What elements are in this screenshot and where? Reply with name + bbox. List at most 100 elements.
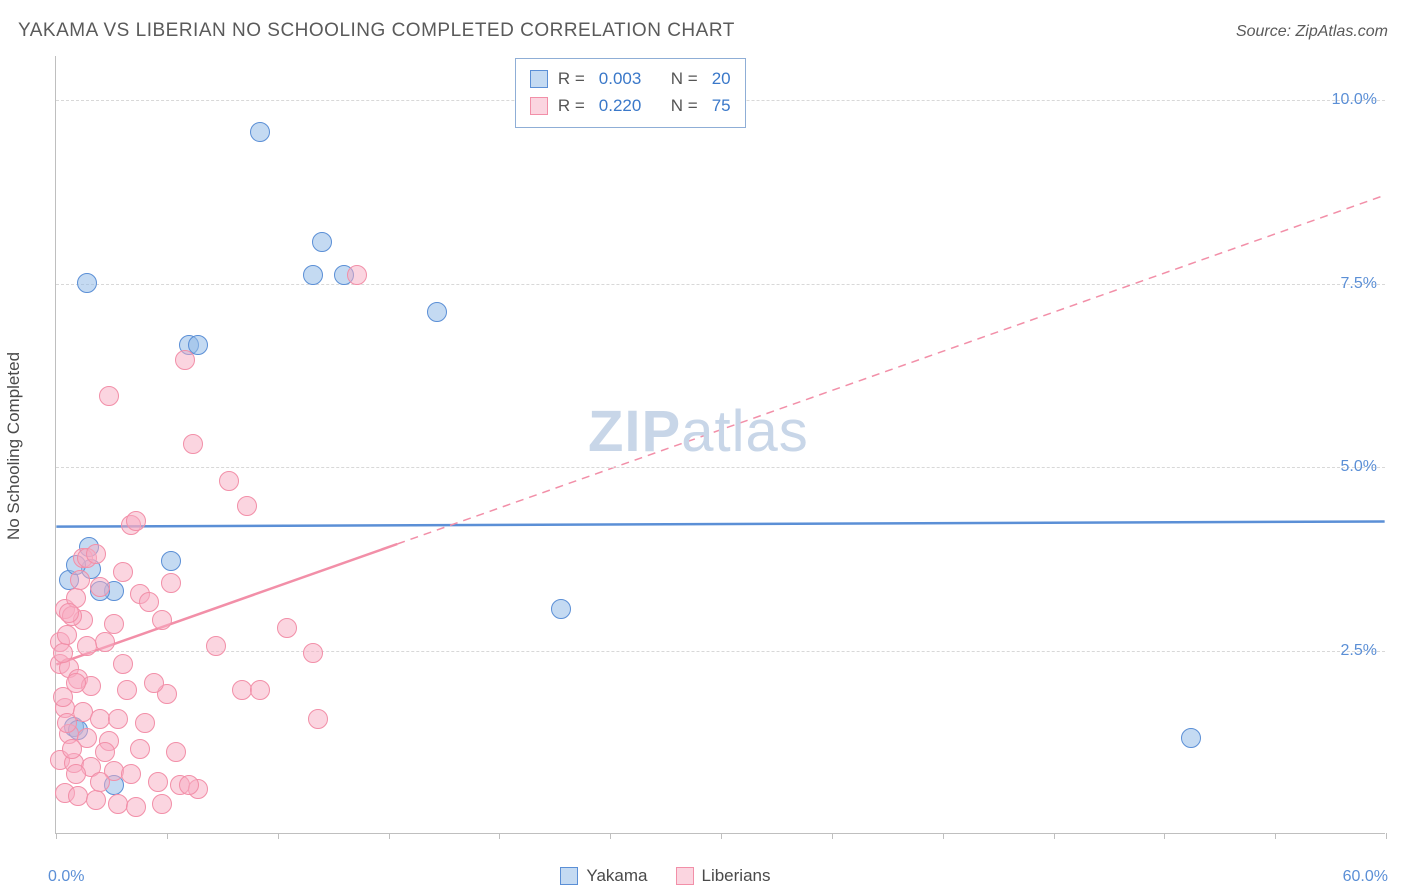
x-tick bbox=[1275, 833, 1276, 839]
legend-swatch-icon bbox=[676, 867, 694, 885]
legend-swatch-icon bbox=[560, 867, 578, 885]
chart-title: YAKAMA VS LIBERIAN NO SCHOOLING COMPLETE… bbox=[18, 20, 735, 42]
x-tick bbox=[832, 833, 833, 839]
x-tick bbox=[721, 833, 722, 839]
scatter-marker bbox=[303, 265, 323, 285]
scatter-marker bbox=[303, 643, 323, 663]
scatter-marker bbox=[551, 599, 571, 619]
scatter-marker bbox=[90, 772, 110, 792]
x-tick bbox=[943, 833, 944, 839]
legend-n-label: N = bbox=[671, 92, 698, 119]
scatter-marker bbox=[66, 673, 86, 693]
legend-swatch-icon bbox=[530, 70, 548, 88]
y-tick-label: 7.5% bbox=[1341, 275, 1377, 293]
scatter-marker bbox=[104, 614, 124, 634]
scatter-marker bbox=[277, 618, 297, 638]
scatter-marker bbox=[144, 673, 164, 693]
x-tick bbox=[56, 833, 57, 839]
legend-n-label: N = bbox=[671, 65, 698, 92]
watermark: ZIPatlas bbox=[588, 398, 809, 465]
chart-source: Source: ZipAtlas.com bbox=[1236, 23, 1388, 41]
scatter-marker bbox=[152, 794, 172, 814]
x-tick bbox=[389, 833, 390, 839]
y-tick-label: 10.0% bbox=[1332, 91, 1377, 109]
scatter-marker bbox=[108, 709, 128, 729]
x-tick bbox=[1054, 833, 1055, 839]
gridline-h bbox=[56, 467, 1385, 468]
scatter-marker bbox=[126, 511, 146, 531]
scatter-marker bbox=[183, 434, 203, 454]
gridline-h bbox=[56, 651, 1385, 652]
scatter-marker bbox=[161, 573, 181, 593]
scatter-marker bbox=[152, 610, 172, 630]
legend-r-value: 0.220 bbox=[599, 92, 642, 119]
trendline-solid bbox=[56, 521, 1384, 526]
x-tick bbox=[1164, 833, 1165, 839]
trendline-dashed bbox=[397, 195, 1384, 544]
scatter-marker bbox=[427, 302, 447, 322]
scatter-marker bbox=[77, 636, 97, 656]
scatter-marker bbox=[86, 544, 106, 564]
scatter-marker bbox=[308, 709, 328, 729]
x-max-label: 60.0% bbox=[1343, 868, 1388, 886]
scatter-marker bbox=[117, 680, 137, 700]
scatter-marker bbox=[99, 386, 119, 406]
y-tick-label: 5.0% bbox=[1341, 458, 1377, 476]
chart-header: YAKAMA VS LIBERIAN NO SCHOOLING COMPLETE… bbox=[18, 20, 1388, 42]
scatter-marker bbox=[175, 350, 195, 370]
legend-bottom-item: Yakama bbox=[560, 866, 647, 886]
legend-r-value: 0.003 bbox=[599, 65, 642, 92]
scatter-marker bbox=[219, 471, 239, 491]
x-tick bbox=[167, 833, 168, 839]
scatter-marker bbox=[59, 603, 79, 623]
scatter-marker bbox=[57, 625, 77, 645]
scatter-marker bbox=[121, 764, 141, 784]
x-tick bbox=[1386, 833, 1387, 839]
scatter-marker bbox=[68, 786, 88, 806]
scatter-marker bbox=[86, 790, 106, 810]
scatter-marker bbox=[95, 742, 115, 762]
scatter-marker bbox=[113, 562, 133, 582]
legend-n-value: 75 bbox=[712, 92, 731, 119]
legend-r-label: R = bbox=[558, 65, 585, 92]
scatter-marker bbox=[312, 232, 332, 252]
scatter-marker bbox=[148, 772, 168, 792]
legend-r-label: R = bbox=[558, 92, 585, 119]
y-tick-label: 2.5% bbox=[1341, 642, 1377, 660]
scatter-marker bbox=[77, 273, 97, 293]
scatter-marker bbox=[53, 643, 73, 663]
scatter-marker bbox=[1181, 728, 1201, 748]
scatter-marker bbox=[206, 636, 226, 656]
scatter-marker bbox=[250, 680, 270, 700]
x-tick bbox=[610, 833, 611, 839]
legend-swatch-icon bbox=[530, 97, 548, 115]
scatter-marker bbox=[161, 551, 181, 571]
scatter-marker bbox=[135, 713, 155, 733]
scatter-marker bbox=[126, 797, 146, 817]
trend-lines bbox=[56, 56, 1385, 833]
scatter-marker bbox=[113, 654, 133, 674]
scatter-marker bbox=[66, 764, 86, 784]
scatter-marker bbox=[139, 592, 159, 612]
gridline-h bbox=[56, 284, 1385, 285]
scatter-marker bbox=[179, 775, 199, 795]
scatter-marker bbox=[130, 739, 150, 759]
y-axis-label: No Schooling Completed bbox=[4, 352, 24, 540]
scatter-marker bbox=[90, 577, 110, 597]
x-tick bbox=[278, 833, 279, 839]
x-tick bbox=[499, 833, 500, 839]
legend-bottom: Yakama Liberians bbox=[560, 866, 770, 886]
legend-bottom-label: Yakama bbox=[586, 866, 647, 886]
legend-n-value: 20 bbox=[712, 65, 731, 92]
scatter-marker bbox=[70, 570, 90, 590]
legend-bottom-item: Liberians bbox=[676, 866, 771, 886]
plot-area: ZIPatlas 2.5% 5.0% 7.5% 10.0% R = 0.003 N = 20… bbox=[55, 56, 1385, 834]
scatter-marker bbox=[347, 265, 367, 285]
scatter-marker bbox=[166, 742, 186, 762]
legend-row: R = 0.003 N = 20 bbox=[530, 65, 731, 92]
scatter-marker bbox=[108, 794, 128, 814]
scatter-marker bbox=[237, 496, 257, 516]
scatter-marker bbox=[250, 122, 270, 142]
legend-row: R = 0.220 N = 75 bbox=[530, 92, 731, 119]
x-min-label: 0.0% bbox=[48, 868, 84, 886]
